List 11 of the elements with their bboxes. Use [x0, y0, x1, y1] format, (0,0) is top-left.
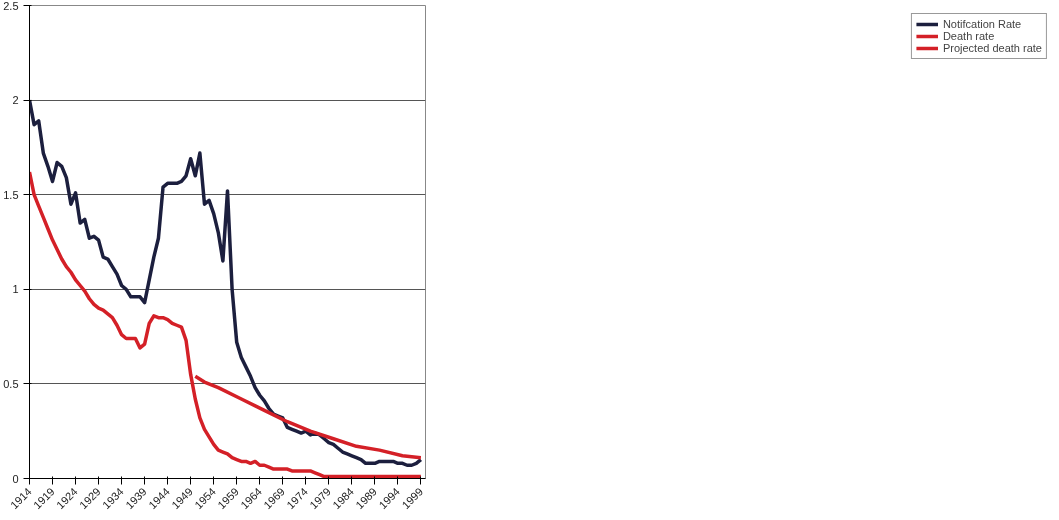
- line-series: [29, 98, 423, 468]
- line-series: [193, 374, 423, 460]
- y-tick-label: 0.5: [3, 377, 19, 390]
- y-tick-label: 1.5: [3, 188, 19, 201]
- y-tick-label: 2: [12, 94, 19, 107]
- y-tick-label: 1: [12, 283, 19, 296]
- legend-label: Notifcation Rate: [942, 18, 1022, 30]
- y-tick-label: 2.5: [3, 0, 19, 12]
- legend-label: Death rate: [942, 30, 995, 42]
- legend-label: Projected death rate: [942, 42, 1042, 54]
- y-tick-label: 0: [12, 472, 19, 485]
